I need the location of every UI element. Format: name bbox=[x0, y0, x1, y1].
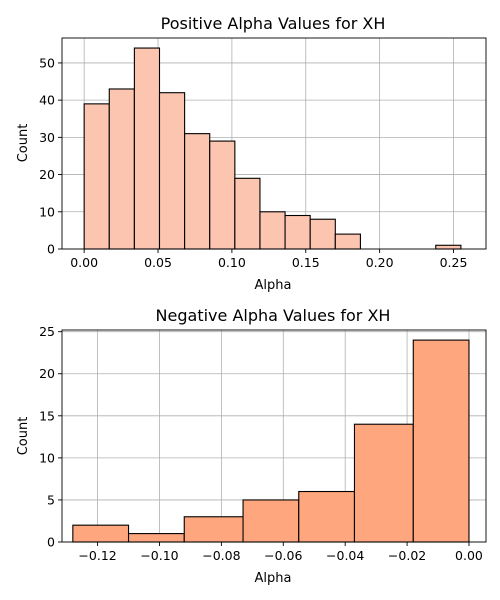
y-tick-label: 25 bbox=[39, 324, 55, 339]
y-tick-label: 10 bbox=[39, 450, 55, 465]
ticks: −0.12 −0.10 −0.08 −0.06 −0.04 −0.02 0.00 0 5 10 15… bbox=[39, 324, 483, 563]
y-tick-label: 50 bbox=[39, 55, 55, 70]
histogram-bar bbox=[183, 516, 244, 543]
histogram-bar bbox=[259, 211, 286, 250]
plot-frame bbox=[61, 329, 487, 543]
x-axis-label: Alpha bbox=[255, 571, 292, 586]
y-tick-label: 20 bbox=[39, 167, 55, 182]
x-tick-label: −0.06 bbox=[264, 548, 302, 563]
x-tick-label: −0.10 bbox=[140, 548, 178, 563]
x-tick-label: 0.00 bbox=[70, 255, 98, 270]
x-tick-label: −0.04 bbox=[326, 548, 364, 563]
y-tick-label: 5 bbox=[47, 492, 55, 507]
chart-title: Positive Alpha Values for XH bbox=[161, 14, 386, 33]
x-tick-label: −0.08 bbox=[202, 548, 240, 563]
y-tick-label: 30 bbox=[39, 130, 55, 145]
histogram-bar bbox=[158, 92, 186, 250]
histogram-bar bbox=[298, 490, 356, 543]
y-axis-label: Count bbox=[16, 124, 31, 163]
x-tick-label: −0.12 bbox=[78, 548, 116, 563]
histogram-bar bbox=[435, 244, 462, 250]
histogram-bar bbox=[127, 533, 185, 543]
positive-alpha-histogram: Positive Alpha Values for XH 0.00 0.05 0.1… bbox=[16, 14, 487, 293]
histogram-bar bbox=[72, 524, 130, 543]
histogram-bar bbox=[334, 233, 361, 250]
histogram-bar bbox=[108, 88, 135, 250]
histogram-bar bbox=[234, 177, 261, 250]
y-tick-label: 15 bbox=[39, 408, 55, 423]
histogram-bar bbox=[242, 499, 300, 543]
histogram-bar bbox=[353, 423, 414, 543]
ticks: 0.00 0.05 0.10 0.15 0.20 0.25 0 10 20 30 40 50 bbox=[39, 55, 467, 270]
bars bbox=[83, 47, 462, 250]
y-tick-label: 0 bbox=[47, 242, 55, 257]
y-axis-label: Count bbox=[16, 417, 31, 456]
histogram-bar bbox=[412, 339, 470, 543]
histogram-bar bbox=[133, 47, 161, 250]
x-tick-label: 0.05 bbox=[144, 255, 172, 270]
y-tick-label: 10 bbox=[39, 204, 55, 219]
x-tick-label: 0.10 bbox=[218, 255, 246, 270]
y-tick-label: 0 bbox=[47, 535, 55, 550]
y-tick-label: 20 bbox=[39, 366, 55, 381]
x-tick-label: 0.15 bbox=[292, 255, 320, 270]
x-tick-label: 0.20 bbox=[366, 255, 394, 270]
y-tick-label: 40 bbox=[39, 93, 55, 108]
histogram-bar bbox=[209, 140, 236, 250]
histogram-bar bbox=[309, 218, 336, 250]
chart-title: Negative Alpha Values for XH bbox=[156, 306, 391, 325]
histogram-bar bbox=[184, 133, 211, 250]
negative-alpha-histogram: Negative Alpha Values for XH −0.12 −0.10−… bbox=[16, 306, 487, 586]
x-tick-label: −0.02 bbox=[388, 548, 426, 563]
x-tick-label: 0.00 bbox=[455, 548, 483, 563]
plot-frame bbox=[61, 37, 487, 250]
x-tick-label: 0.25 bbox=[440, 255, 468, 270]
histogram-bar bbox=[284, 214, 311, 250]
bars bbox=[72, 339, 470, 543]
x-axis-label: Alpha bbox=[255, 278, 292, 293]
histogram-bar bbox=[83, 103, 110, 250]
